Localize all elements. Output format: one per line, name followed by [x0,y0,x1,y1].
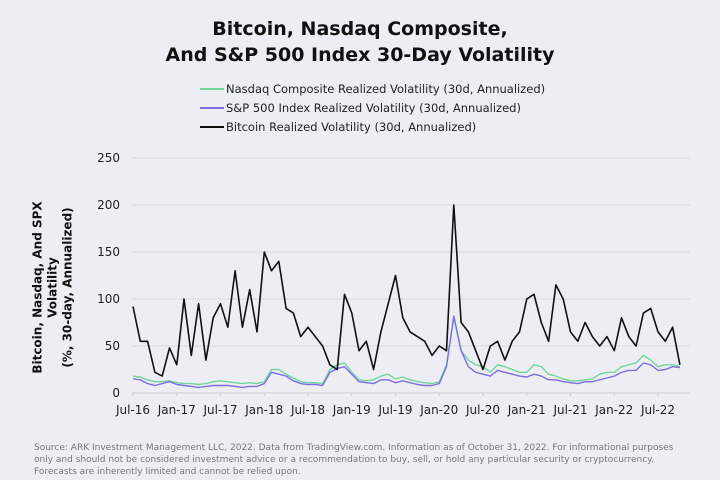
legend-swatch-spx [200,107,224,109]
y-tick-label: 250 [97,151,120,165]
nasdaq-series-line [132,317,681,386]
legend-label-bitcoin: Bitcoin Realized Volatility (30d, Annual… [226,120,477,134]
legend-item-bitcoin: Bitcoin Realized Volatility (30d, Annual… [200,120,476,134]
x-tick-label: Jul-18 [290,403,325,417]
x-tick-label: Jul-20 [465,403,500,417]
x-tick-label: Jan-17 [157,403,196,417]
y-tick-label: 100 [97,292,120,306]
y-tick-label: 0 [112,386,120,400]
source-note: Source: ARK Investment Management LLC, 2… [34,443,674,477]
y-tick-label: 150 [97,245,120,259]
legend-item-nasdaq: Nasdaq Composite Realized Volatility (30… [200,82,545,96]
x-tick-label: Jul-22 [640,403,675,417]
legend-item-spx: S&P 500 Index Realized Volatility (30d, … [200,101,521,115]
x-tick-label: Jul-17 [202,403,237,417]
legend-swatch-nasdaq [200,88,224,90]
legend-label-spx: S&P 500 Index Realized Volatility (30d, … [226,101,521,115]
legend-label-nasdaq: Nasdaq Composite Realized Volatility (30… [226,82,546,96]
x-tick-label: Jul-19 [377,403,412,417]
x-tick-label: Jan-19 [332,403,371,417]
x-tick-label: Jul-21 [552,403,587,417]
y-tick-label: 200 [97,198,120,212]
x-tick-label: Jan-22 [594,403,633,417]
chart-title-line-2: And S&P 500 Index 30-Day Volatility [165,44,555,66]
chart-title-line-1: Bitcoin, Nasdaq Composite, [212,18,508,40]
x-tick-label: Jan-21 [507,403,546,417]
legend-swatch-bitcoin [200,126,224,128]
spx-series-line [132,315,680,389]
x-tick-label: Jul-16 [115,403,150,417]
x-tick-label: Jan-18 [244,403,283,417]
x-tick-label: Jan-20 [419,403,458,417]
y-tick-label: 50 [105,339,120,353]
bitcoin-series-line [132,204,681,377]
